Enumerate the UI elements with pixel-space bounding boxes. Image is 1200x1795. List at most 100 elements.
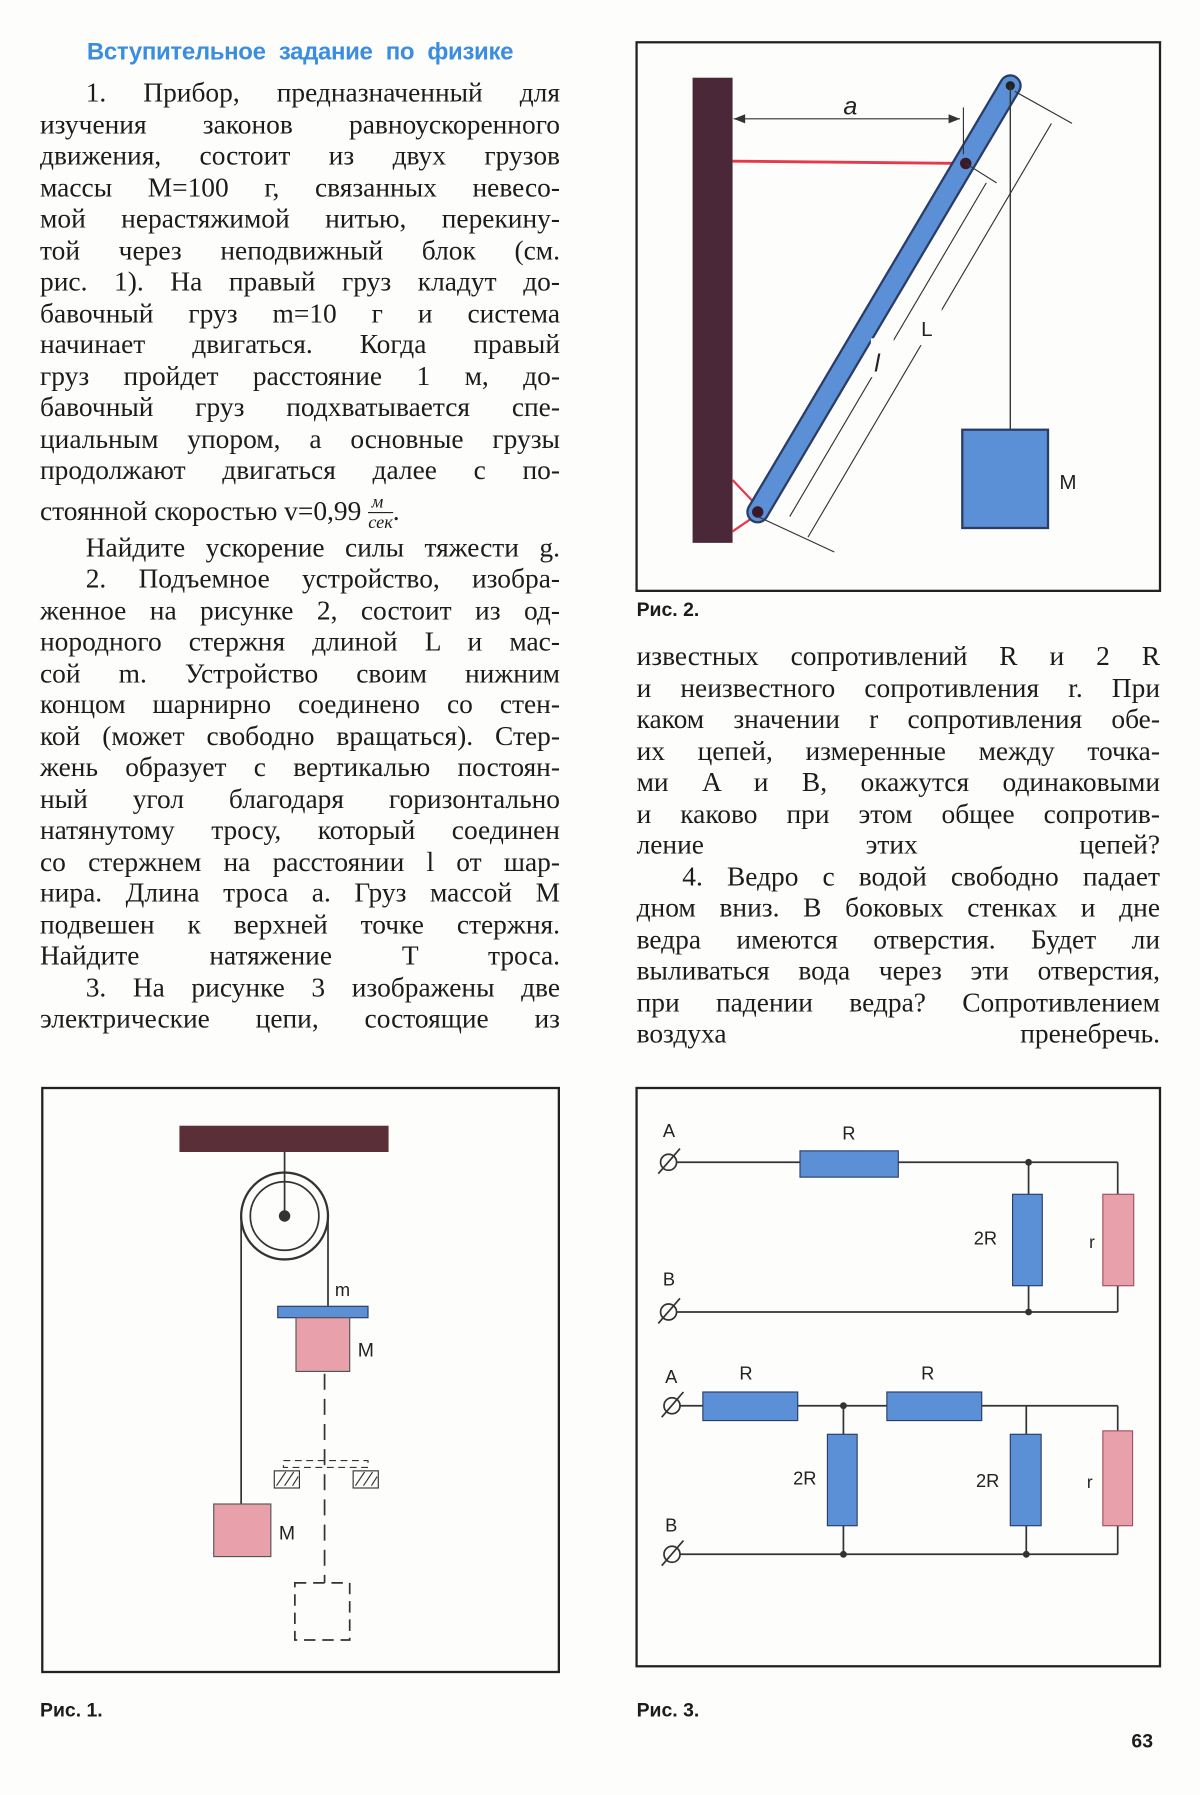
- text-line-content: дном вниз. В боковых стенках и дне: [636, 893, 1160, 924]
- label-R: R: [842, 1122, 855, 1143]
- text-line-content: ление этих цепей?: [636, 830, 1160, 861]
- hinge-mark: [731, 479, 756, 504]
- terminal-A-label: A: [663, 1120, 676, 1141]
- text-line: их цепей, измеренные между точка-: [637, 737, 1160, 768]
- text-line-content: Найдите натяжение T троса.: [39, 941, 560, 972]
- resistor-2R-2: [1009, 1433, 1042, 1527]
- text-line-content: концом шарнирно соединено со стен-: [39, 690, 560, 720]
- right-weight-M: [295, 1317, 351, 1372]
- resistor-2R-1: [826, 1433, 858, 1527]
- figure-3-caption: Рис. 3.: [636, 1699, 700, 1722]
- text-line-content: нородного стержня длиной L и мас-: [39, 627, 560, 658]
- page-number: 63: [1131, 1730, 1154, 1752]
- text-line-content: воздуха пренебречь.: [636, 1019, 1160, 1050]
- text-line: ление этих цепей?: [637, 831, 1160, 862]
- label-R-2: R: [921, 1362, 934, 1383]
- text-line-content: 4. Ведро с водой свободно падает: [682, 862, 1160, 892]
- text-line-content: ный угол благодаря горизонтально: [39, 784, 560, 815]
- terminal-B-label: B: [665, 1514, 677, 1535]
- period: .: [392, 496, 400, 527]
- text-line: бавочный груз m=10 г и система: [40, 299, 560, 330]
- resistor-R: [799, 1150, 899, 1178]
- resistor-2R: [1011, 1193, 1043, 1287]
- text-line-content: 2. Подъемное устройство, изобра-: [85, 564, 560, 595]
- text-line-content: мой нерастяжимой нитью, перекину-: [39, 204, 560, 235]
- text-line-content: и неизвестного сопротивления r. При: [636, 673, 1160, 704]
- text-line-content: бавочный груз m=10 г и система: [39, 298, 560, 329]
- text-line-content: стоянной скоростью v=0,99: [39, 496, 362, 527]
- text-line-content: 1. Прибор, предназначенный для: [85, 78, 560, 109]
- text-line: кой (может свободно вращаться). Стер-: [40, 722, 560, 753]
- text-line: мой нерастяжимой нитью, перекину-: [40, 205, 560, 236]
- label-2R: 2R: [974, 1228, 997, 1249]
- fraction-numerator: м: [368, 493, 393, 514]
- wall: [692, 77, 733, 543]
- label-M-left: M: [279, 1522, 295, 1544]
- text-line: каком значении r сопротивления обе-: [637, 705, 1160, 736]
- label-M: M: [1059, 471, 1076, 494]
- text-line: ведра имеются отверстия. Будет ли: [637, 925, 1160, 956]
- text-line-content: сой m. Устройство своим нижним: [39, 658, 560, 689]
- text-line: сой m. Устройство своим нижним: [40, 659, 560, 690]
- text-line-content: каком значении r сопротивления обе-: [636, 705, 1160, 735]
- text-line-content: и каково при этом общее сопротив-: [636, 799, 1160, 830]
- text-line: нородного стержня длиной L и мас-: [40, 627, 560, 658]
- label-M-right: M: [358, 1340, 374, 1362]
- figure-2-caption: Рис. 2.: [636, 598, 700, 621]
- text-line: ми A и B, окажутся одинаковыми: [637, 768, 1160, 799]
- text-line: ный угол благодаря горизонтально: [40, 785, 560, 816]
- text-line-content: бавочный груз подхватывается спе-: [39, 393, 560, 423]
- text-line: известных сопротивлений R и 2 R: [637, 642, 1160, 673]
- text-line: 1. Прибор, предназначенный для: [40, 79, 560, 110]
- ceiling-beam: [179, 1125, 389, 1152]
- pulley: [239, 1171, 330, 1261]
- label-a: a: [843, 92, 857, 120]
- rod: [748, 76, 1020, 522]
- text-line-content: начинает двигаться. Когда правый: [39, 330, 560, 360]
- text-line: груз пройдет расстояние 1 м, до-: [40, 362, 560, 393]
- text-line-content: подвешен к верхней точке стержня.: [39, 910, 560, 940]
- text-line-content: со стержнем на расстоянии l от шар-: [39, 847, 560, 878]
- text-line: изучения законов равноускоренного: [40, 110, 560, 141]
- text-line: и каково при этом общее сопротив-: [637, 799, 1160, 830]
- text-line: бавочный груз подхватывается спе-: [40, 393, 560, 424]
- text-line-content: женное на рисунке 2, состоит из од-: [39, 595, 560, 626]
- figure-1-caption: Рис. 1.: [39, 1699, 103, 1722]
- label-r: r: [1089, 1232, 1095, 1252]
- text-line: стоянной скоростью v=0,99 м сек.: [40, 490, 560, 533]
- text-line-content: той через неподвижный блок (см.: [39, 235, 560, 266]
- text-line: дном вниз. В боковых стенках и дне: [637, 894, 1160, 925]
- final-position-dashed: [293, 1581, 351, 1641]
- text-line-content: ми A и B, окажутся одинаковыми: [636, 767, 1160, 798]
- text-line-content: ведра имеются отверстия. Будет ли: [636, 925, 1160, 955]
- figure-1-frame: [41, 1086, 560, 1674]
- stopper-left: [273, 1470, 300, 1489]
- text-line-content: продолжают двигаться далее с по-: [39, 455, 560, 486]
- label-L: L: [921, 318, 932, 341]
- text-line: нира. Длина троса a. Груз массой M: [40, 879, 560, 910]
- text-line: женное на рисунке 2, состоит из од-: [40, 596, 560, 627]
- cable-joint: [959, 157, 972, 170]
- label-l: l: [874, 349, 881, 377]
- text-line: воздуха пренебречь.: [637, 1019, 1160, 1050]
- label-2R-2: 2R: [976, 1470, 999, 1491]
- text-line-content: нира. Длина троса a. Груз массой M: [39, 878, 560, 909]
- label-m: m: [335, 1279, 350, 1300]
- resistor-R-2: [886, 1391, 983, 1422]
- text-line-content: кой (может свободно вращаться). Стер-: [39, 721, 560, 752]
- text-line: 2. Подъемное устройство, изобра-: [40, 565, 560, 596]
- text-line-content: рис. 1). На правый груз кладут до-: [39, 267, 560, 298]
- weight-M: [961, 428, 1050, 530]
- text-line-content: натянутому тросу, который соединен: [39, 815, 560, 846]
- text-line: Найдите натяжение T троса.: [40, 942, 560, 973]
- text-line: движения, состоит из двух грузов: [40, 142, 560, 173]
- text-line: массы M=100 г, связанных невесо-: [40, 173, 560, 204]
- fraction-denominator: сек: [368, 513, 393, 534]
- label-R-1: R: [739, 1362, 752, 1383]
- resistor-R-1: [702, 1391, 799, 1422]
- text-line-content: циальным упором, а основные грузы: [39, 424, 560, 455]
- stopper-right: [352, 1470, 379, 1489]
- velocity-unit-fraction: м сек: [368, 493, 393, 533]
- text-line-content: известных сопротивлений R и 2 R: [636, 642, 1160, 672]
